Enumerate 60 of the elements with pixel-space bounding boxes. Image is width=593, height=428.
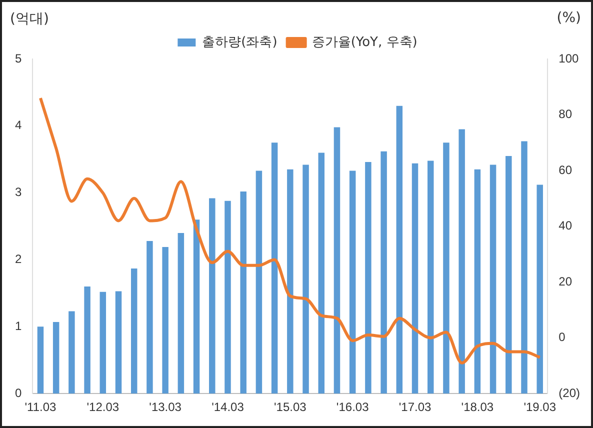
y-tick-label: 1 [14, 318, 22, 333]
bar [68, 311, 75, 394]
bar [318, 152, 324, 394]
bar [302, 164, 309, 394]
y-axis-title: (억대) [10, 10, 49, 28]
y-tick-label: 2 [14, 252, 22, 266]
bar [240, 192, 246, 394]
y-tick-label: 5 [14, 51, 22, 66]
bar [224, 200, 231, 394]
y2-axis-title: (%) [556, 10, 581, 26]
bar [287, 169, 294, 394]
y-tick-label: 4 [14, 118, 22, 132]
x-tick-label: '19.03 [524, 400, 556, 414]
bar [271, 142, 278, 394]
bar [162, 247, 168, 394]
bar [458, 129, 465, 394]
y2-tick-label: 100 [558, 51, 580, 66]
bar [209, 198, 216, 394]
y2-tick-label: 20 [558, 274, 572, 288]
y2-tick-label: 0 [558, 330, 566, 344]
bar [52, 322, 60, 394]
y-tick-label: 3 [14, 185, 22, 200]
bar [380, 151, 387, 394]
x-tick-label: '13.03 [149, 400, 182, 414]
x-tick-label: '15.03 [274, 400, 307, 414]
bar [506, 156, 512, 394]
legend-label: 출하량(좌축) [202, 34, 278, 50]
bar [130, 268, 138, 394]
x-tick-label: '11.03 [24, 400, 57, 414]
bar [365, 162, 372, 394]
y2-tick-label: 60 [558, 162, 572, 177]
bar [490, 164, 496, 394]
y2-tick-label: 40 [558, 218, 572, 233]
x-tick-label: '17.03 [398, 400, 432, 414]
bar [349, 170, 356, 394]
bar [412, 163, 418, 394]
bar [256, 170, 262, 394]
y2-tick-label: 80 [558, 107, 572, 122]
bar [334, 127, 340, 394]
bar [474, 169, 481, 394]
bar [84, 286, 90, 394]
bar [396, 106, 403, 394]
legend-label: 증가율(YoY, 우축) [312, 34, 418, 50]
x-tick-label: '12.03 [86, 400, 120, 414]
x-tick-label: '14.03 [212, 400, 244, 414]
x-tick-label: '18.03 [461, 400, 494, 414]
bar [536, 184, 543, 394]
bar [178, 232, 184, 394]
bar [115, 291, 122, 394]
bar [427, 160, 434, 394]
y-tick-label: 0 [14, 386, 22, 400]
bar [146, 241, 153, 394]
x-tick-label: '16.03 [336, 400, 370, 414]
bar [100, 292, 106, 394]
bar [37, 326, 44, 394]
bar [521, 141, 528, 394]
line-series [38, 96, 542, 364]
bar [443, 142, 450, 394]
y2-tick-label: (20) [558, 386, 580, 400]
bar [193, 220, 200, 394]
